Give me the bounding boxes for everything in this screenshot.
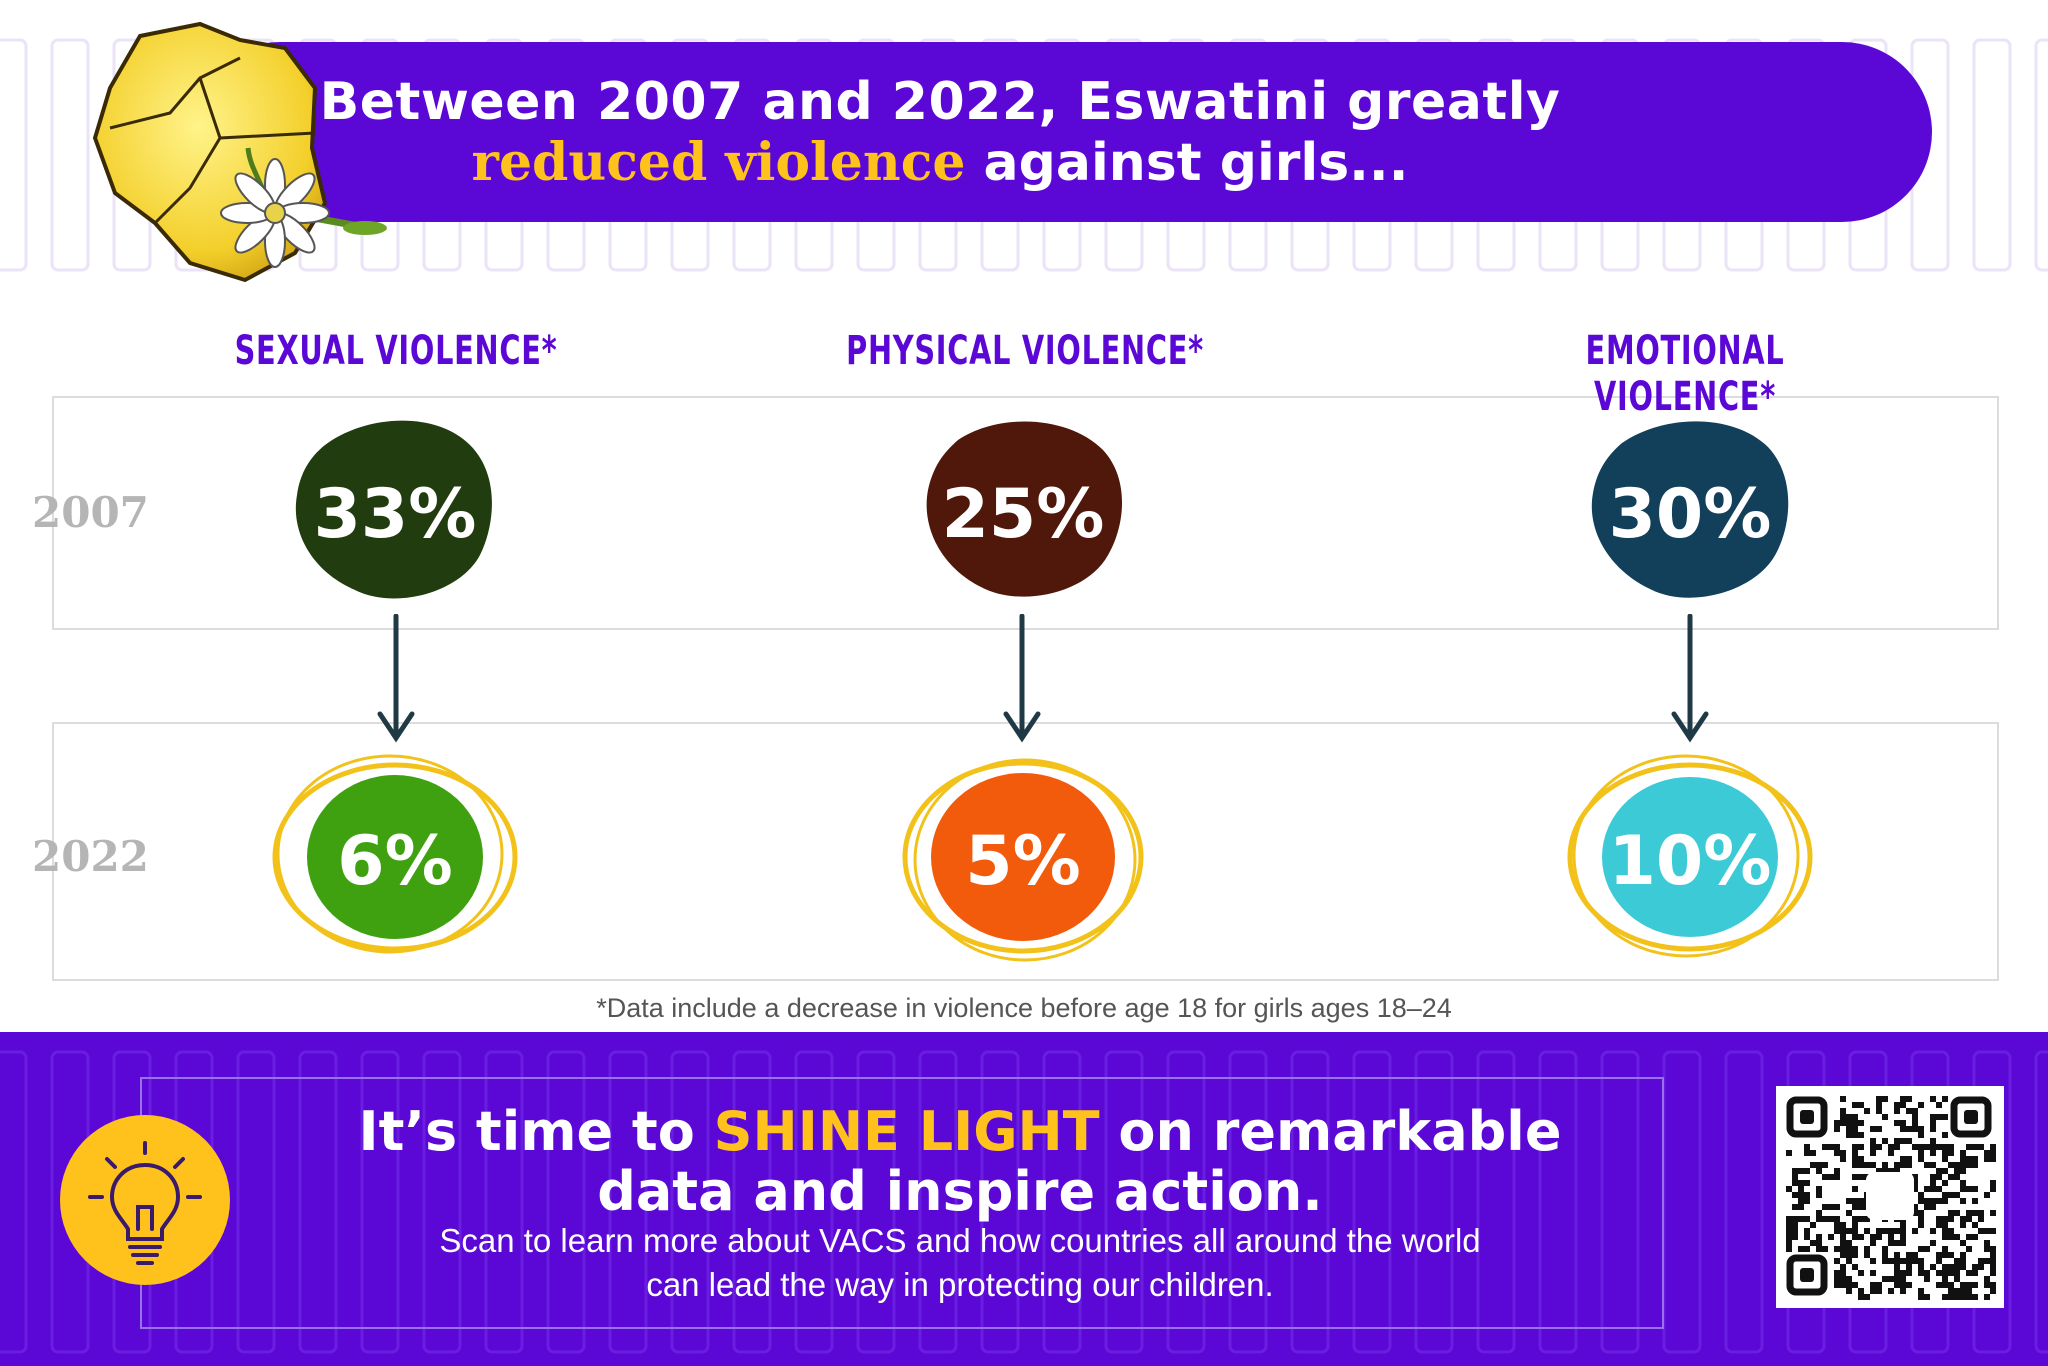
footer-highlight: SHINE LIGHT	[713, 1100, 1100, 1163]
footer-subtext-line1: Scan to learn more about VACS and how co…	[439, 1222, 1481, 1259]
header-title-rest: against girls...	[965, 133, 1409, 193]
lightbulb-icon	[60, 1115, 230, 1285]
column-title-physical: PHYSICAL VIOLENCE*	[846, 328, 1204, 374]
value-2007-physical: 25%	[941, 475, 1105, 554]
qr-code[interactable]	[1776, 1086, 2004, 1308]
header-highlight: reduced violence	[471, 132, 966, 193]
value-2022-sexual: 6%	[337, 822, 453, 901]
footer-banner	[0, 1032, 2048, 1366]
footer-headline-post: on remarkable	[1099, 1100, 1562, 1163]
value-2007-emotional: 30%	[1608, 475, 1772, 554]
arrow-down-icon	[377, 614, 415, 743]
arrow-down-icon	[1671, 614, 1709, 743]
footer-headline-line1: It’s time to SHINE LIGHT on remarkable	[330, 1100, 1590, 1163]
column-title-sexual: SEXUAL VIOLENCE*	[234, 328, 558, 374]
year-label-2022: 2022	[32, 832, 149, 881]
flower-icon	[220, 147, 387, 268]
blob-2007-sexual: 33%	[285, 415, 505, 605]
value-2007-sexual: 33%	[313, 475, 477, 554]
blob-2022-physical: 5%	[902, 758, 1144, 962]
arrow-down-icon	[1003, 614, 1041, 743]
blob-2007-emotional: 30%	[1580, 415, 1800, 605]
footer-subtext-line2: can lead the way in protecting our child…	[646, 1266, 1274, 1303]
value-2022-emotional: 10%	[1608, 822, 1772, 901]
blob-2022-sexual: 6%	[272, 754, 518, 954]
header-title-line1: Between 2007 and 2022, Eswatini greatly	[319, 72, 1561, 132]
value-2022-physical: 5%	[965, 822, 1081, 901]
footer-headline-line2: data and inspire action.	[597, 1160, 1323, 1223]
blob-2007-physical: 25%	[913, 415, 1133, 605]
header-title-line2: reduced violence against girls...	[190, 132, 1690, 193]
eswatini-map-icon	[92, 21, 387, 283]
header-banner	[190, 42, 1932, 222]
footer-headline-pre: It’s time to	[358, 1100, 714, 1163]
blob-2022-emotional: 10%	[1567, 754, 1813, 958]
year-label-2007: 2007	[32, 488, 149, 537]
footnote: *Data include a decrease in violence bef…	[596, 993, 1452, 1023]
column-title-emotional: EMOTIONAL VIOLENCE*	[1585, 328, 1785, 420]
